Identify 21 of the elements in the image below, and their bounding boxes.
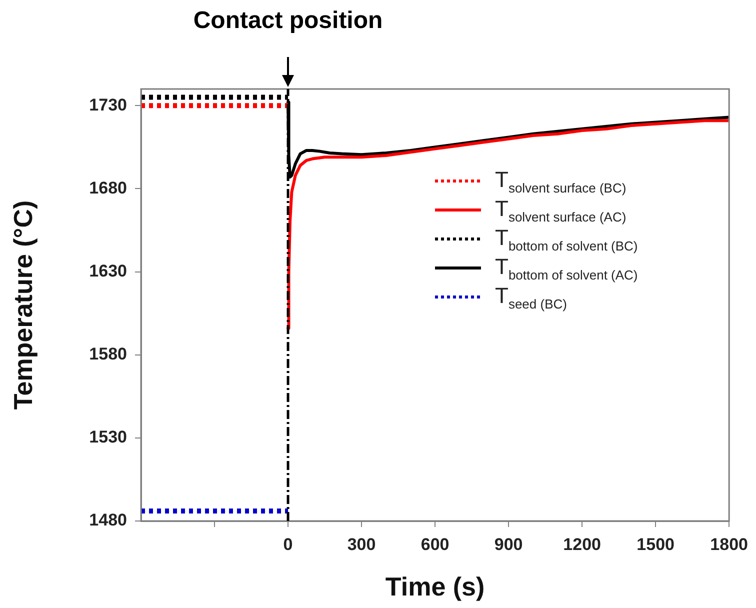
- y-tick-label: 1730: [89, 95, 127, 114]
- legend-label: T$_{solvent surface (AC)}$: [494, 196, 626, 224]
- legend-label: T$_{seed (BC)}$: [494, 283, 567, 312]
- x-tick-label: 600: [420, 534, 450, 554]
- y-tick-label: 1530: [89, 428, 127, 447]
- x-tick-label: 1500: [636, 534, 674, 554]
- x-tick-label: 0: [283, 534, 293, 554]
- y-tick-label: 1580: [89, 344, 127, 364]
- x-tick-label: 1800: [710, 534, 748, 554]
- y-tick-label: 1480: [89, 510, 127, 530]
- x-tick-label: 900: [494, 534, 523, 554]
- y-tick-label: 1630: [89, 261, 127, 280]
- x-tick-label: 300: [347, 534, 376, 554]
- y-tick-label: 1680: [89, 178, 127, 198]
- x-axis-title: Time (s): [385, 572, 485, 602]
- y-axis-title: Temperature (°C): [8, 200, 38, 410]
- legend-label: T$_{solvent surface (BC)}$: [494, 167, 626, 196]
- x-tick-label: 1200: [563, 534, 601, 554]
- legend-label: T$_{bottom of solvent (BC)}$: [494, 225, 638, 254]
- ref-line-label: Contact position: [193, 7, 383, 35]
- legend-label: T$_{bottom of solvent (AC)}$: [494, 254, 638, 282]
